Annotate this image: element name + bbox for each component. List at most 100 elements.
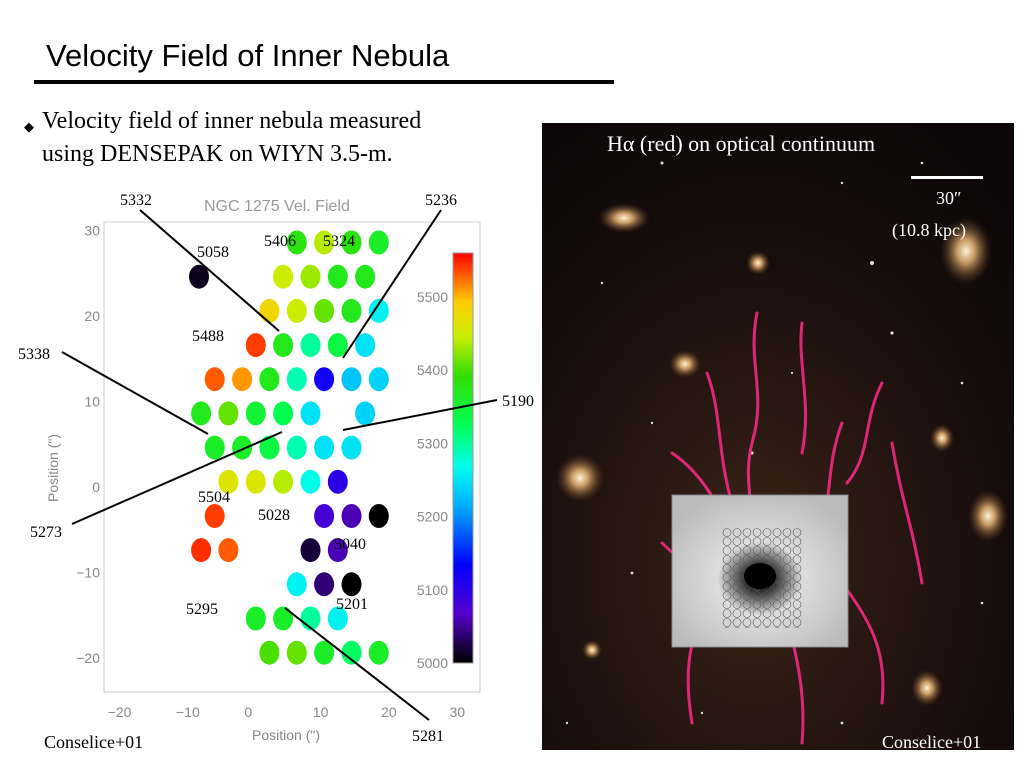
velocity-point	[327, 469, 348, 494]
annotation-5236: 5236	[425, 192, 457, 209]
credit-right: Conselice+01	[882, 732, 982, 752]
bullet-text-line-2: using DENSEPAK on WIYN 3.5-m.	[42, 141, 393, 167]
velocity-point	[355, 333, 376, 358]
y-tick-label: −10	[76, 564, 100, 580]
velocity-point	[245, 401, 266, 426]
velocity-point	[368, 504, 389, 528]
velocity-point	[273, 264, 294, 289]
velocity-point	[314, 504, 335, 528]
velocity-point	[341, 640, 362, 665]
colorbar-tick-label: 5500	[417, 289, 448, 305]
velocity-point	[189, 264, 209, 289]
velocity-point	[300, 401, 321, 426]
velocity-point	[300, 469, 321, 494]
velocity-point	[314, 367, 335, 392]
halpha-nebula-image	[542, 123, 1014, 750]
x-tick-label: 10	[313, 704, 329, 720]
colorbar-tick-label: 5300	[417, 435, 448, 451]
velocity-point	[327, 538, 348, 563]
velocity-point	[341, 367, 362, 392]
velocity-point	[327, 264, 348, 289]
velocity-point	[286, 298, 307, 323]
velocity-point	[204, 367, 225, 392]
velocity-point	[327, 333, 348, 358]
slide-title: Velocity Field of Inner Nebula	[46, 38, 450, 73]
velocity-points	[189, 230, 389, 665]
title-underline	[34, 80, 614, 84]
colorbar-tick-label: 5200	[417, 509, 448, 525]
annotation-5281: 5281	[412, 728, 444, 745]
annotation-5406: 5406	[264, 233, 296, 250]
velocity-point	[286, 435, 307, 460]
y-tick-label: 0	[92, 479, 100, 495]
velocity-point	[286, 367, 307, 392]
velocity-point	[245, 333, 266, 358]
velocity-point	[286, 640, 307, 665]
velocity-point	[273, 469, 294, 494]
image-caption: Hα (red) on optical continuum	[607, 131, 876, 156]
velocity-point	[232, 435, 253, 460]
velocity-point	[314, 435, 335, 460]
x-tick-label: −10	[176, 704, 200, 720]
velocity-point	[273, 333, 294, 358]
velocity-field-chart: NGC 1275 Vel. Field Position (") Positio…	[18, 192, 534, 745]
velocity-point	[355, 264, 376, 289]
velocity-point	[218, 401, 239, 426]
colorbar-tick-label: 5400	[417, 362, 448, 378]
colorbar	[452, 252, 474, 664]
annotation-5504: 5504	[198, 489, 230, 506]
velocity-point	[368, 640, 389, 665]
velocity-point	[314, 640, 335, 665]
velocity-point	[286, 230, 307, 255]
velocity-point	[191, 538, 212, 563]
y-axis-ticks: 30 20 10 0 −10 −20	[76, 223, 100, 666]
velocity-point	[355, 401, 376, 426]
velocity-point	[204, 504, 225, 528]
x-tick-label: 30	[450, 704, 466, 720]
x-tick-label: 0	[244, 704, 252, 720]
scale-kpc-label: (10.8 kpc)	[892, 220, 966, 240]
annotation-5324: 5324	[323, 233, 355, 250]
annotation-5332: 5332	[120, 192, 152, 209]
credit-left: Conselice+01	[44, 732, 144, 752]
y-tick-label: 10	[84, 394, 100, 410]
x-axis-ticks: −20 −10 0 10 20 30	[108, 704, 466, 720]
annotation-5040: 5040	[334, 536, 366, 553]
velocity-point	[341, 435, 362, 460]
y-axis-label: Position (")	[45, 434, 61, 502]
velocity-point	[314, 572, 335, 597]
x-axis-label: Position (")	[252, 727, 320, 743]
velocity-point	[273, 401, 294, 426]
annotation-5295: 5295	[186, 601, 218, 618]
plot-frame	[103, 221, 481, 693]
scale-arcsec-label: 30″	[936, 188, 962, 208]
velocity-point	[245, 469, 266, 494]
diamond-bullet-icon: ◆	[24, 119, 34, 134]
velocity-point	[259, 367, 280, 392]
annotation-5201: 5201	[336, 596, 368, 613]
annotation-5190: 5190	[502, 393, 534, 410]
x-tick-label: −20	[108, 704, 132, 720]
colorbar-ticks: 5500 5400 5300 5200 5100 5000	[417, 289, 448, 671]
x-tick-label: 20	[381, 704, 397, 720]
velocity-point	[368, 367, 389, 392]
scale-bar	[911, 176, 983, 179]
velocity-point	[341, 572, 362, 597]
velocity-point	[300, 333, 321, 358]
velocity-point	[368, 230, 389, 255]
velocity-point	[218, 538, 239, 563]
y-tick-label: 30	[84, 223, 100, 239]
velocity-point	[300, 264, 321, 289]
velocity-point	[314, 230, 335, 255]
velocity-point	[341, 298, 362, 323]
annotation-5028: 5028	[258, 507, 290, 524]
velocity-point	[300, 538, 321, 563]
leader-lines	[61, 209, 498, 721]
velocity-point	[232, 367, 253, 392]
y-tick-label: 20	[84, 308, 100, 324]
annotation-5338: 5338	[18, 346, 50, 363]
velocity-point	[341, 230, 362, 255]
velocity-point	[191, 401, 212, 426]
velocity-point	[259, 435, 280, 460]
velocity-point	[259, 298, 280, 323]
